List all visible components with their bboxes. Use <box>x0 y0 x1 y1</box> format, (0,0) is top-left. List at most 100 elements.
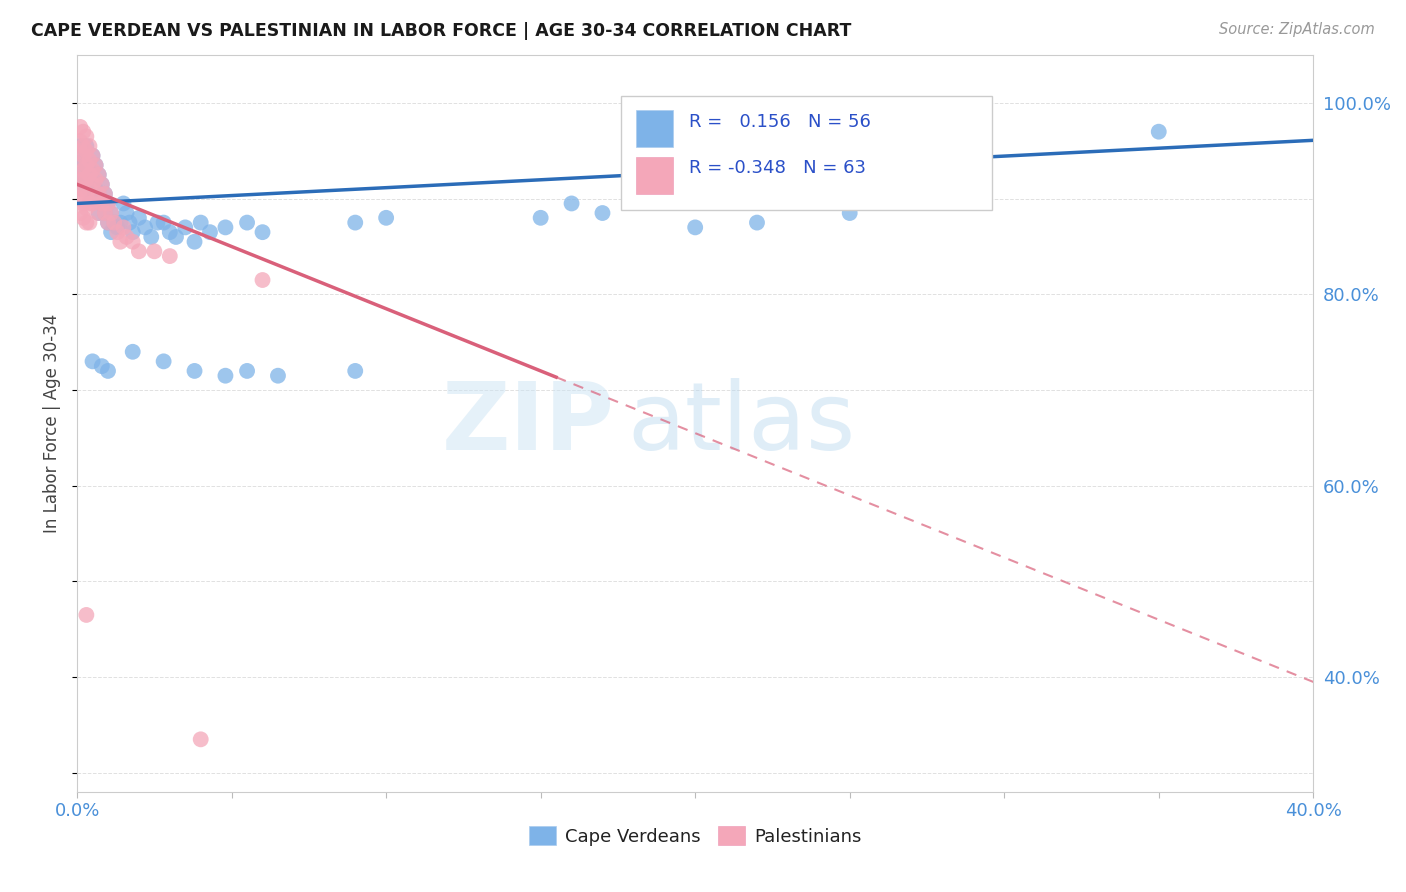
Point <box>75 158 97 172</box>
Point <box>134 220 156 235</box>
Point <box>105 220 128 235</box>
Point <box>159 225 181 239</box>
Text: atlas: atlas <box>627 377 855 469</box>
Point <box>183 235 205 249</box>
Point <box>79 153 101 168</box>
Text: Source: ZipAtlas.com: Source: ZipAtlas.com <box>1219 22 1375 37</box>
Point <box>100 225 122 239</box>
Point <box>561 196 583 211</box>
Point <box>84 158 107 172</box>
Text: R = -0.348   N = 63: R = -0.348 N = 63 <box>689 159 866 177</box>
Point <box>82 172 104 186</box>
Point <box>75 201 97 215</box>
Point <box>745 216 768 230</box>
Legend: Cape Verdeans, Palestinians: Cape Verdeans, Palestinians <box>529 826 862 846</box>
Point <box>90 196 112 211</box>
Point <box>344 364 367 378</box>
Point <box>118 216 141 230</box>
Point <box>121 344 143 359</box>
Point <box>592 206 614 220</box>
Point <box>252 225 274 239</box>
Point <box>94 186 117 201</box>
Point <box>75 186 97 201</box>
Point <box>87 168 110 182</box>
Point <box>152 216 174 230</box>
Point <box>84 172 107 186</box>
Point <box>214 368 236 383</box>
Point <box>87 186 110 201</box>
Point <box>82 196 104 211</box>
Point <box>72 148 94 162</box>
Point <box>214 220 236 235</box>
Point <box>69 172 91 186</box>
Point <box>110 235 132 249</box>
Point <box>87 186 110 201</box>
Point <box>90 178 112 192</box>
Point <box>190 732 212 747</box>
Point <box>94 206 117 220</box>
Point <box>97 216 120 230</box>
Point <box>69 168 91 182</box>
Point <box>100 206 122 220</box>
Point <box>141 230 163 244</box>
Point <box>112 220 135 235</box>
Point <box>75 129 97 144</box>
Point <box>79 182 101 196</box>
Point <box>69 182 91 196</box>
Point <box>72 196 94 211</box>
Point <box>103 216 125 230</box>
Point <box>69 134 91 148</box>
Point <box>121 235 143 249</box>
Point <box>267 368 290 383</box>
Point <box>72 211 94 225</box>
Point <box>79 196 101 211</box>
Point <box>683 220 706 235</box>
Point <box>344 216 367 230</box>
Point <box>84 192 107 206</box>
Point <box>97 196 120 211</box>
Point <box>79 216 101 230</box>
Point <box>79 182 101 196</box>
FancyBboxPatch shape <box>636 157 673 194</box>
Point <box>84 182 107 196</box>
Point <box>82 354 104 368</box>
Point <box>115 230 138 244</box>
Point <box>103 216 125 230</box>
Point <box>128 211 150 225</box>
Point <box>72 163 94 178</box>
Point <box>82 148 104 162</box>
Point <box>90 359 112 373</box>
Point <box>190 216 212 230</box>
Point <box>79 139 101 153</box>
Point <box>100 206 122 220</box>
Point <box>87 168 110 182</box>
Point <box>115 206 138 220</box>
Point <box>128 244 150 259</box>
Point <box>72 178 94 192</box>
Point <box>159 249 181 263</box>
Point <box>1147 125 1170 139</box>
Point <box>79 168 101 182</box>
Point <box>183 364 205 378</box>
Point <box>84 158 107 172</box>
Text: R =   0.156   N = 56: R = 0.156 N = 56 <box>689 113 870 131</box>
Point <box>146 216 169 230</box>
Point <box>105 225 128 239</box>
Point <box>97 216 120 230</box>
FancyBboxPatch shape <box>621 95 991 210</box>
Point <box>236 364 259 378</box>
Point <box>198 225 221 239</box>
Point <box>75 144 97 158</box>
Point <box>82 192 104 206</box>
Point <box>75 158 97 172</box>
Point <box>75 139 97 153</box>
Point <box>143 244 166 259</box>
Y-axis label: In Labor Force | Age 30-34: In Labor Force | Age 30-34 <box>44 314 60 533</box>
Point <box>75 607 97 622</box>
Point <box>97 364 120 378</box>
Point <box>79 163 101 178</box>
Point <box>252 273 274 287</box>
Point <box>72 172 94 186</box>
Point <box>90 196 112 211</box>
Point <box>69 192 91 206</box>
